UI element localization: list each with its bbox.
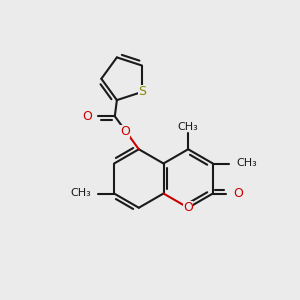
- Text: S: S: [138, 85, 146, 98]
- Text: O: O: [82, 110, 92, 123]
- Text: O: O: [120, 125, 130, 138]
- Text: CH₃: CH₃: [178, 122, 199, 132]
- Text: CH₃: CH₃: [236, 158, 257, 169]
- Text: CH₃: CH₃: [70, 188, 91, 199]
- Text: O: O: [183, 201, 193, 214]
- Text: O: O: [233, 187, 243, 200]
